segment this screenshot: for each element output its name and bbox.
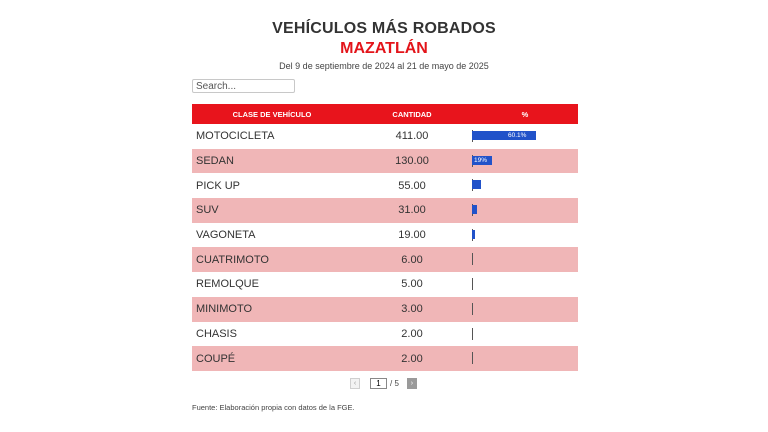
percent-bar — [472, 229, 475, 239]
chart-title: VEHÍCULOS MÁS ROBADOS — [272, 20, 496, 37]
source-note: Fuente: Elaboración propia con datos de … — [192, 403, 355, 412]
percent-cell — [472, 173, 578, 198]
table-row: SEDAN 130.00 19% — [192, 148, 578, 174]
percent-bar — [472, 155, 493, 165]
percent-cell — [472, 346, 578, 371]
quantity-cell: 411.00 — [395, 130, 429, 143]
vehicle-cell: PICK UP — [196, 179, 241, 192]
page-total: / 5 — [390, 378, 399, 388]
percent-cell: 19% — [472, 149, 578, 174]
bar-axis — [472, 302, 473, 315]
percent-label: 19% — [474, 156, 488, 164]
chart-subtitle: MAZATLÁN — [340, 40, 428, 57]
quantity-cell: 2.00 — [401, 327, 423, 340]
vehicle-cell: SUV — [196, 204, 219, 217]
quantity-cell: 130.00 — [395, 155, 429, 168]
bar-axis — [472, 327, 473, 340]
percent-cell — [472, 297, 578, 322]
table-row: MINIMOTO 3.00 — [192, 296, 578, 322]
vehicle-cell: REMOLQUE — [196, 278, 259, 291]
quantity-cell: 55.00 — [398, 179, 426, 192]
table-row: COUPÉ 2.00 — [192, 346, 578, 371]
next-page-button[interactable]: › — [406, 377, 417, 389]
data-table: CLASE DE VEHÍCULO CANTIDAD % MOTOCICLETA… — [192, 104, 578, 371]
date-range: Del 9 de septiembre de 2024 al 21 de may… — [279, 61, 489, 71]
vehicle-cell: VAGONETA — [196, 229, 256, 242]
pagination: ‹ / 5 › — [350, 377, 417, 389]
table-body: MOTOCICLETA 411.00 60.1% SEDAN 130.00 19% PICK… — [192, 124, 578, 371]
vehicle-cell: COUPÉ — [196, 352, 236, 365]
percent-bar — [472, 205, 477, 215]
table-row: VAGONETA 19.00 — [192, 223, 578, 248]
bar-axis — [472, 352, 473, 365]
percent-label: 60.1% — [508, 132, 527, 139]
table-header: CLASE DE VEHÍCULO CANTIDAD % — [192, 104, 578, 124]
vehicle-cell: CHASIS — [196, 327, 237, 340]
table-row: PICK UP 55.00 — [192, 173, 578, 198]
column-header-vehicle[interactable]: CLASE DE VEHÍCULO — [232, 109, 312, 119]
percent-cell: 60.1% — [472, 124, 578, 149]
table-row: SUV 31.00 — [192, 198, 578, 223]
percent-cell — [472, 247, 578, 272]
percent-cell — [472, 272, 578, 297]
column-header-quantity[interactable]: CANTIDAD — [392, 109, 432, 119]
bar-axis — [472, 253, 473, 266]
quantity-cell: 5.00 — [401, 278, 423, 291]
vehicle-cell: MOTOCICLETA — [196, 130, 275, 143]
bar-axis — [472, 278, 473, 291]
quantity-cell: 3.00 — [401, 303, 423, 316]
vehicle-cell: MINIMOTO — [196, 303, 253, 316]
percent-bar — [472, 131, 536, 140]
table-row: MOTOCICLETA 411.00 60.1% — [192, 124, 578, 149]
column-header-percent[interactable]: % — [521, 109, 529, 119]
quantity-cell: 2.00 — [401, 352, 423, 365]
table-row: REMOLQUE 5.00 — [192, 272, 578, 297]
vehicle-cell: CUATRIMOTO — [196, 253, 269, 266]
percent-cell — [472, 322, 578, 347]
quantity-cell: 31.00 — [398, 204, 426, 217]
prev-page-button[interactable]: ‹ — [350, 377, 360, 389]
table-row: CUATRIMOTO 6.00 — [192, 247, 578, 273]
percent-cell — [472, 223, 578, 248]
percent-bar — [472, 180, 481, 190]
quantity-cell: 19.00 — [398, 229, 426, 242]
search-input[interactable] — [192, 79, 295, 93]
vehicle-cell: SEDAN — [196, 155, 234, 168]
quantity-cell: 6.00 — [401, 253, 423, 266]
percent-cell — [472, 198, 578, 223]
page-number-input[interactable] — [370, 377, 387, 389]
table-row: CHASIS 2.00 — [192, 322, 578, 347]
